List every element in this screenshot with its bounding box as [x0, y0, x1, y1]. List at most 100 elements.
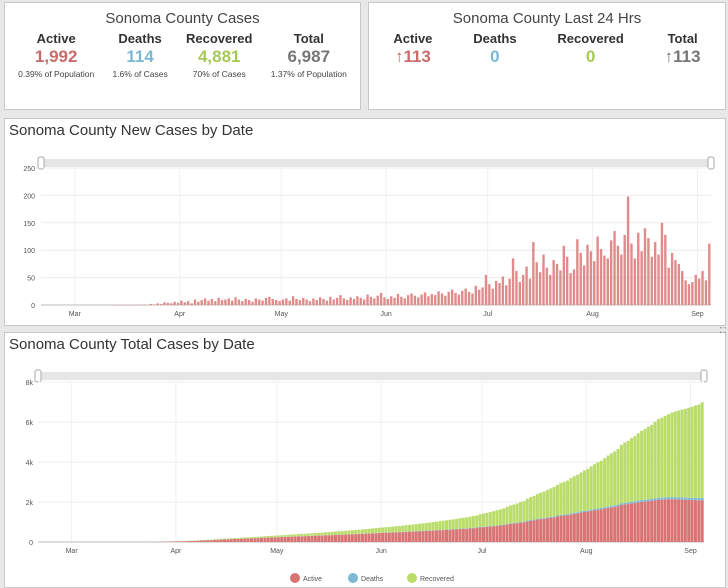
new-cases-bar[interactable]: [586, 244, 589, 305]
total-active-bar[interactable]: [293, 536, 297, 542]
total-recovered-bar[interactable]: [360, 529, 364, 534]
total-deaths-bar[interactable]: [677, 497, 681, 500]
total-active-bar[interactable]: [313, 535, 317, 542]
total-active-bar[interactable]: [616, 506, 620, 542]
total-recovered-bar[interactable]: [421, 523, 425, 531]
new-cases-bar[interactable]: [582, 265, 586, 305]
total-deaths-bar[interactable]: [690, 497, 694, 501]
total-recovered-bar[interactable]: [347, 530, 351, 535]
total-chart-scroll-handle-right[interactable]: [700, 369, 708, 383]
total-recovered-bar[interactable]: [616, 448, 620, 505]
total-active-bar[interactable]: [441, 530, 445, 542]
total-deaths-bar[interactable]: [582, 510, 586, 513]
total-recovered-bar[interactable]: [323, 532, 327, 536]
total-recovered-bar[interactable]: [653, 421, 657, 499]
total-recovered-bar[interactable]: [256, 536, 260, 539]
total-active-bar[interactable]: [340, 534, 344, 542]
total-recovered-bar[interactable]: [670, 412, 674, 498]
new-cases-bar[interactable]: [488, 284, 491, 305]
total-recovered-bar[interactable]: [603, 458, 607, 508]
total-recovered-bar[interactable]: [646, 426, 650, 500]
new-cases-bar[interactable]: [494, 280, 498, 305]
total-deaths-bar[interactable]: [542, 517, 546, 519]
total-active-bar[interactable]: [687, 499, 691, 542]
total-recovered-bar[interactable]: [529, 497, 533, 521]
total-recovered-bar[interactable]: [505, 506, 509, 524]
new-cases-bar[interactable]: [653, 241, 657, 305]
new-cases-bar[interactable]: [447, 291, 450, 305]
total-active-bar[interactable]: [646, 501, 650, 542]
new-cases-bar[interactable]: [572, 269, 576, 305]
new-cases-bar[interactable]: [471, 293, 474, 305]
new-cases-bar[interactable]: [112, 305, 115, 306]
total-deaths-bar[interactable]: [586, 510, 590, 512]
total-recovered-bar[interactable]: [458, 518, 462, 529]
new-cases-bar[interactable]: [227, 298, 230, 305]
total-recovered-bar[interactable]: [303, 533, 307, 537]
new-cases-bar[interactable]: [278, 301, 281, 305]
new-cases-bar[interactable]: [332, 299, 335, 305]
new-cases-bar[interactable]: [339, 295, 342, 305]
total-recovered-bar[interactable]: [448, 519, 452, 530]
legend-active-swatch[interactable]: [290, 573, 300, 583]
total-deaths-bar[interactable]: [519, 522, 523, 523]
new-cases-bar[interactable]: [670, 252, 674, 305]
new-cases-bar[interactable]: [176, 302, 180, 305]
total-active-bar[interactable]: [599, 509, 603, 542]
new-cases-bar[interactable]: [166, 302, 170, 305]
total-active-bar[interactable]: [236, 538, 240, 542]
new-cases-bar[interactable]: [444, 295, 447, 305]
new-cases-bar[interactable]: [518, 281, 521, 305]
total-active-bar[interactable]: [387, 532, 391, 542]
new-cases-bar[interactable]: [362, 299, 366, 305]
total-recovered-bar[interactable]: [253, 536, 257, 539]
total-active-bar[interactable]: [297, 536, 301, 542]
new-cases-bar[interactable]: [396, 294, 400, 305]
total-deaths-bar[interactable]: [673, 497, 677, 500]
total-active-bar[interactable]: [633, 503, 637, 542]
total-active-bar[interactable]: [549, 517, 553, 542]
new-cases-bar[interactable]: [132, 305, 136, 306]
total-deaths-bar[interactable]: [589, 509, 593, 511]
total-recovered-bar[interactable]: [229, 538, 233, 540]
total-recovered-bar[interactable]: [310, 533, 314, 536]
total-recovered-bar[interactable]: [263, 536, 267, 538]
new-cases-bar[interactable]: [522, 274, 525, 305]
new-cases-bar[interactable]: [251, 301, 254, 305]
new-cases-bar[interactable]: [403, 298, 406, 305]
total-recovered-bar[interactable]: [283, 535, 287, 537]
total-active-bar[interactable]: [246, 538, 250, 542]
total-active-bar[interactable]: [606, 507, 610, 542]
new-cases-bar[interactable]: [589, 251, 593, 305]
total-deaths-bar[interactable]: [646, 499, 650, 502]
new-cases-bar[interactable]: [329, 296, 332, 305]
total-active-bar[interactable]: [670, 499, 674, 542]
total-deaths-bar[interactable]: [683, 497, 687, 500]
total-active-bar[interactable]: [367, 533, 371, 542]
total-active-bar[interactable]: [667, 499, 671, 542]
total-deaths-bar[interactable]: [667, 497, 671, 500]
total-deaths-bar[interactable]: [643, 499, 647, 502]
total-active-bar[interactable]: [344, 534, 348, 542]
total-active-bar[interactable]: [206, 540, 210, 542]
total-active-bar[interactable]: [445, 529, 449, 542]
new-cases-bar[interactable]: [640, 251, 643, 305]
total-recovered-bar[interactable]: [606, 455, 610, 507]
new-cases-bar[interactable]: [505, 285, 508, 305]
new-cases-bar[interactable]: [552, 260, 555, 305]
new-cases-bar[interactable]: [295, 298, 298, 305]
new-cases-bar[interactable]: [190, 303, 193, 305]
total-recovered-bar[interactable]: [663, 415, 667, 498]
total-deaths-bar[interactable]: [539, 518, 543, 520]
total-recovered-bar[interactable]: [300, 533, 304, 537]
total-active-bar[interactable]: [630, 503, 634, 542]
total-active-bar[interactable]: [562, 515, 566, 542]
total-recovered-bar[interactable]: [579, 472, 583, 512]
total-recovered-bar[interactable]: [381, 527, 385, 533]
new-cases-bar[interactable]: [599, 249, 603, 305]
new-cases-bar[interactable]: [525, 266, 528, 305]
total-recovered-bar[interactable]: [424, 522, 428, 531]
total-active-bar[interactable]: [542, 518, 546, 542]
total-recovered-bar[interactable]: [461, 517, 465, 529]
total-deaths-bar[interactable]: [623, 502, 627, 505]
